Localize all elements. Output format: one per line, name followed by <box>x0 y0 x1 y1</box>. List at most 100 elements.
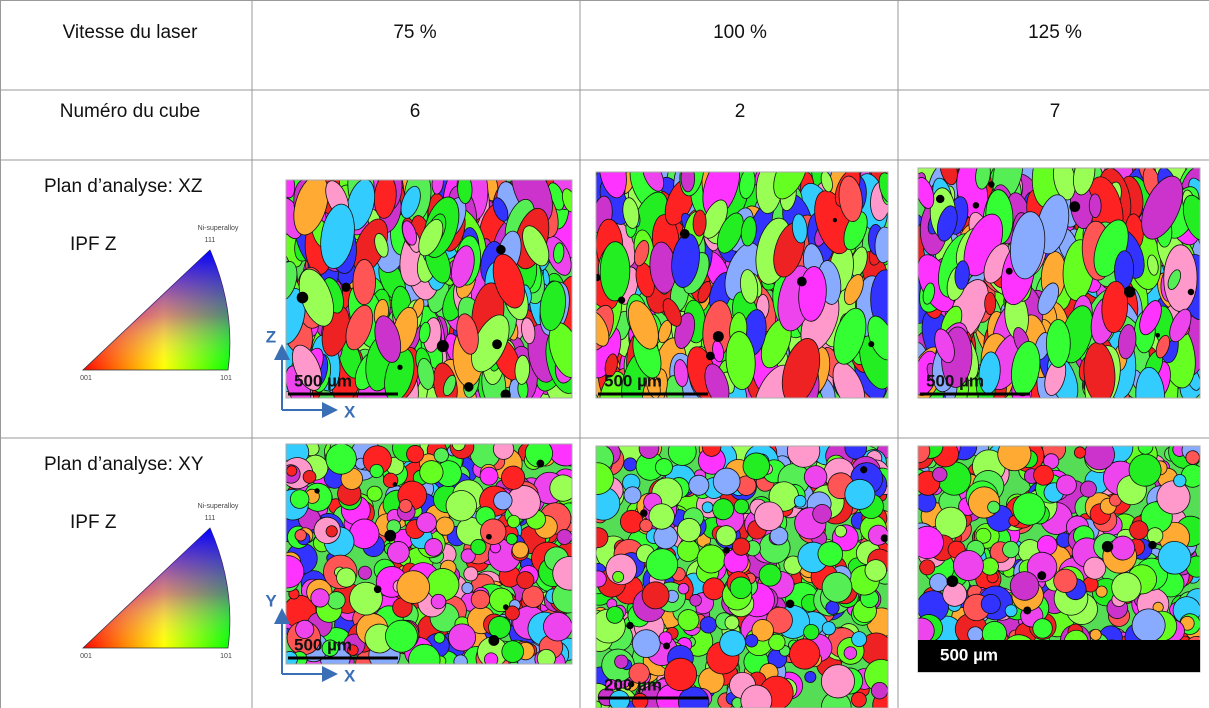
grain <box>724 615 740 631</box>
grain <box>1156 480 1191 515</box>
grain <box>488 615 511 639</box>
pore <box>1037 571 1047 581</box>
grain <box>604 353 618 378</box>
ebsd-map <box>918 168 1200 398</box>
grain <box>433 447 449 463</box>
grain <box>521 317 536 345</box>
grain <box>719 629 746 657</box>
pore <box>463 382 474 392</box>
grain <box>712 498 735 521</box>
grain <box>1088 193 1102 219</box>
pore <box>1148 540 1157 550</box>
grain <box>936 205 958 242</box>
grain <box>418 321 431 344</box>
grain <box>596 570 607 588</box>
grain <box>1056 474 1077 496</box>
grain <box>820 172 833 193</box>
grain <box>984 292 997 315</box>
pore <box>663 642 671 650</box>
grain <box>450 245 475 288</box>
grain <box>642 172 665 192</box>
grain <box>975 168 991 190</box>
grain <box>689 594 702 607</box>
ebsd-map <box>918 446 1200 672</box>
legend-title: IPF Z <box>70 512 117 533</box>
grain <box>663 657 698 692</box>
axis-label: Y <box>265 591 277 610</box>
grain <box>614 654 629 669</box>
grain <box>791 213 808 244</box>
grain <box>789 638 821 670</box>
grain <box>633 240 650 267</box>
grain <box>596 462 614 495</box>
pore <box>868 341 875 348</box>
grain <box>980 593 1001 614</box>
pore <box>679 229 690 239</box>
grain <box>1128 453 1162 487</box>
scale-label: 500 µm <box>926 371 984 390</box>
grain <box>470 589 491 610</box>
pore <box>617 296 626 304</box>
grain <box>623 457 638 472</box>
grain <box>803 465 828 489</box>
grain <box>1053 568 1078 593</box>
grain <box>739 172 756 200</box>
grain <box>680 172 696 193</box>
cell: 75 % <box>393 22 436 43</box>
pore <box>373 585 382 594</box>
grain <box>641 581 670 610</box>
corner-label: 001 <box>80 653 92 660</box>
grain <box>1032 618 1053 639</box>
grain <box>479 466 499 486</box>
pore <box>1187 288 1195 296</box>
grain <box>844 446 868 460</box>
grain <box>463 566 479 582</box>
grain <box>1135 366 1166 398</box>
grain <box>456 313 479 355</box>
corner-label: 111 <box>205 237 216 244</box>
grain <box>596 527 609 548</box>
grain <box>820 664 855 699</box>
pore <box>488 635 500 646</box>
grain <box>294 529 307 542</box>
grain <box>922 282 935 305</box>
grain <box>851 631 868 648</box>
corner-label: 101 <box>220 375 232 382</box>
ebsd-map <box>596 172 888 398</box>
grain <box>793 494 807 508</box>
grain <box>638 446 660 459</box>
grain <box>400 185 421 219</box>
grain <box>919 559 936 576</box>
grain <box>786 446 821 468</box>
grain <box>1045 319 1071 368</box>
scale-label: 500 µm <box>604 371 662 390</box>
axis-label: Z <box>266 327 276 346</box>
pore <box>972 202 980 209</box>
grain <box>717 212 744 254</box>
grain <box>744 634 759 648</box>
grain <box>639 518 653 533</box>
grain <box>712 467 741 496</box>
pore <box>314 488 320 494</box>
pore <box>628 681 635 688</box>
pore <box>860 466 868 474</box>
grain <box>418 219 444 257</box>
grain <box>461 581 474 595</box>
grain <box>817 541 844 567</box>
pore <box>1023 606 1032 615</box>
legend-material: Ni-superalloy <box>198 503 239 510</box>
grain <box>483 652 499 664</box>
grain <box>1073 168 1096 196</box>
pore <box>640 509 648 517</box>
pore <box>536 459 545 468</box>
scale-label: 500 µm <box>294 371 352 390</box>
grain <box>1010 211 1046 280</box>
cell: 7 <box>1050 101 1061 122</box>
grain <box>325 525 338 538</box>
grain <box>754 501 784 532</box>
pore <box>384 529 397 542</box>
grain <box>655 458 673 477</box>
grain <box>416 512 437 533</box>
grain <box>628 662 650 684</box>
